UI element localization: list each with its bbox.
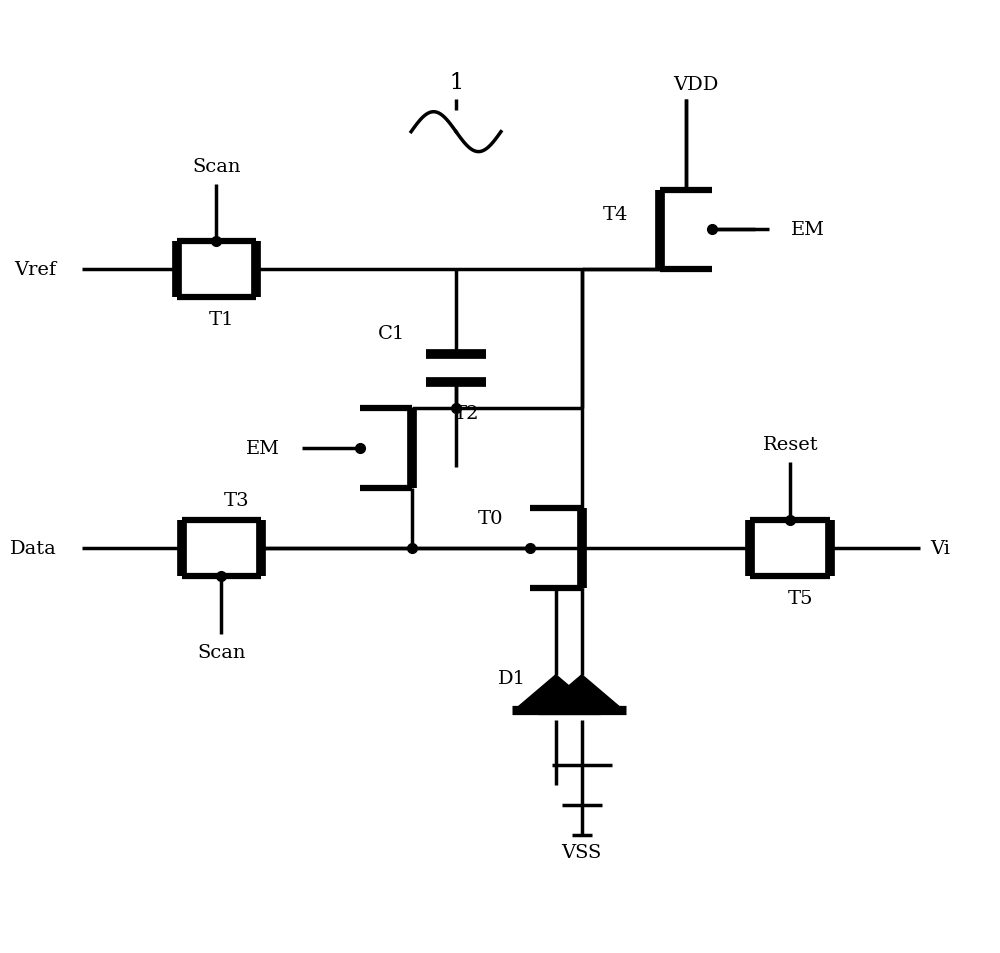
Text: Vi: Vi [930, 539, 950, 558]
Text: Reset: Reset [763, 436, 818, 454]
Text: Vref: Vref [15, 261, 57, 279]
Text: VDD: VDD [673, 75, 718, 93]
Text: T1: T1 [209, 311, 234, 329]
Text: C1: C1 [378, 325, 405, 343]
Text: Scan: Scan [192, 157, 241, 175]
Text: T5: T5 [788, 589, 813, 607]
Text: 1: 1 [449, 71, 463, 93]
Polygon shape [540, 675, 624, 711]
Text: T0: T0 [478, 510, 504, 527]
Text: VSS: VSS [562, 843, 602, 862]
Text: T2: T2 [453, 405, 479, 423]
Text: 1: 1 [449, 71, 463, 93]
Polygon shape [514, 675, 598, 711]
Text: T3: T3 [224, 492, 249, 510]
Text: Data: Data [10, 539, 57, 558]
Text: EM: EM [246, 439, 280, 457]
Text: Scan: Scan [197, 643, 246, 661]
Text: EM: EM [791, 221, 825, 239]
Text: D1: D1 [498, 669, 526, 687]
Text: T4: T4 [603, 206, 628, 224]
